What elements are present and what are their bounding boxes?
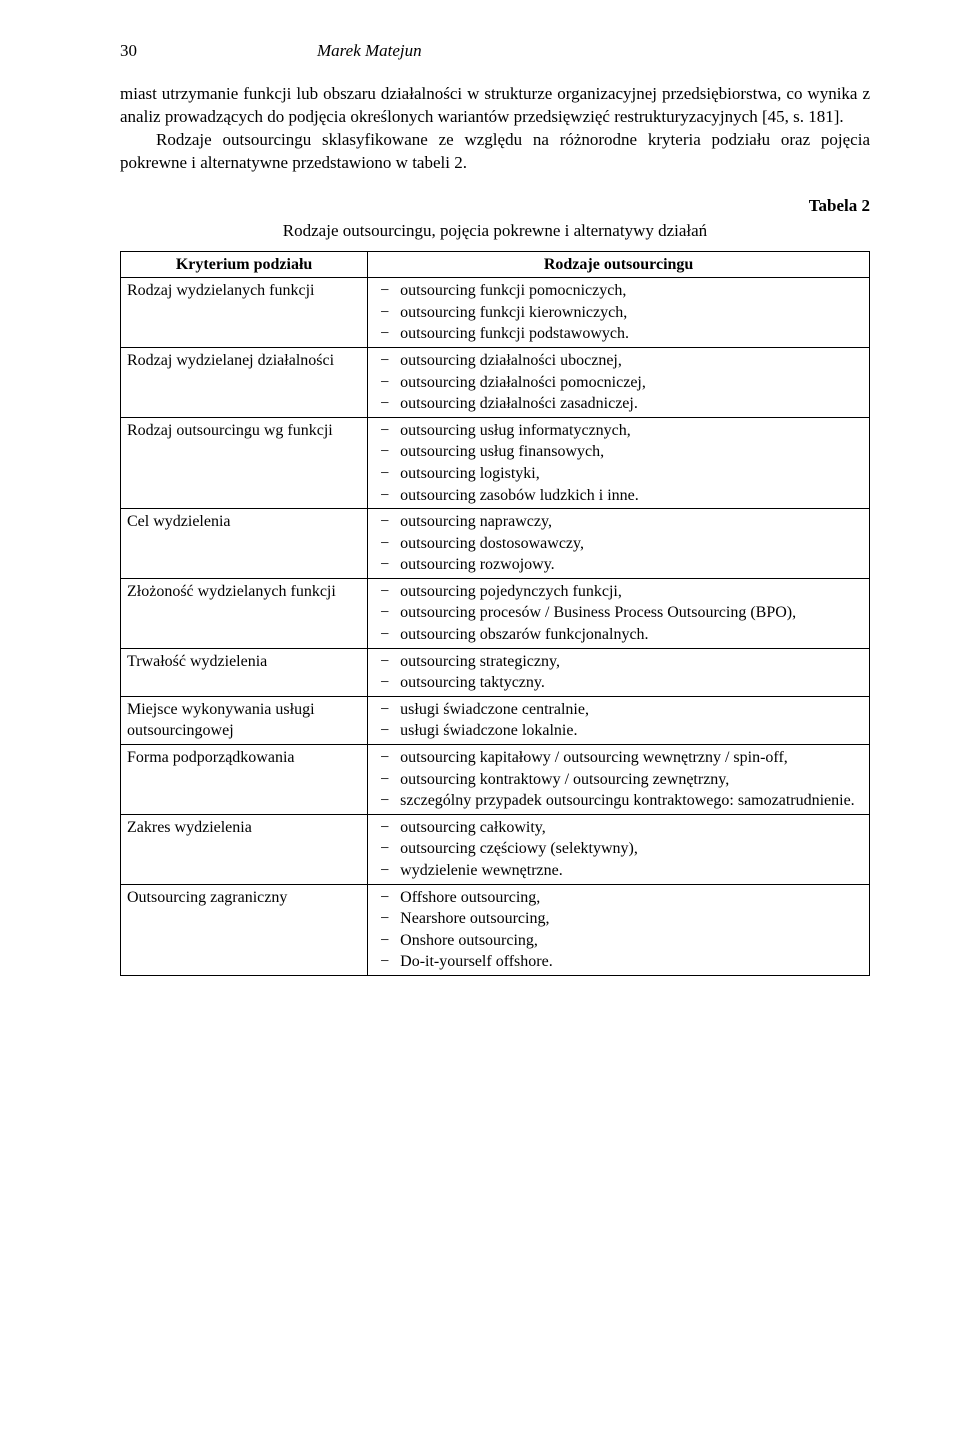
paragraph-part-1: miast utrzymanie funkcji lub obszaru dzi… [120, 84, 870, 126]
criterion-cell: Rodzaj outsourcingu wg funkcji [121, 417, 368, 508]
types-list: outsourcing usług informatycznych,outsou… [374, 420, 863, 506]
types-list: outsourcing działalności ubocznej,outsou… [374, 350, 863, 415]
types-cell: outsourcing funkcji pomocniczych,outsour… [368, 278, 870, 348]
list-item: outsourcing taktyczny. [374, 672, 863, 694]
list-item: Onshore outsourcing, [374, 930, 863, 952]
body-paragraph: miast utrzymanie funkcji lub obszaru dzi… [120, 83, 870, 175]
table-header-row: Kryterium podziału Rodzaje outsourcingu [121, 251, 870, 278]
list-item: usługi świadczone centralnie, [374, 699, 863, 721]
criterion-cell: Zakres wydzielenia [121, 814, 368, 884]
list-item: outsourcing dostosowawczy, [374, 533, 863, 555]
list-item: outsourcing usług informatycznych, [374, 420, 863, 442]
types-cell: Offshore outsourcing,Nearshore outsourci… [368, 884, 870, 975]
types-list: outsourcing strategiczny,outsourcing tak… [374, 651, 863, 694]
types-cell: outsourcing całkowity,outsourcing części… [368, 814, 870, 884]
list-item: outsourcing zasobów ludzkich i inne. [374, 485, 863, 507]
list-item: outsourcing obszarów funkcjonalnych. [374, 624, 863, 646]
criterion-cell: Cel wydzielenia [121, 509, 368, 579]
list-item: usługi świadczone lokalnie. [374, 720, 863, 742]
list-item: outsourcing pojedynczych funkcji, [374, 581, 863, 603]
types-list: outsourcing całkowity,outsourcing części… [374, 817, 863, 882]
table-row: Złożoność wydzielanych funkcjioutsourcin… [121, 578, 870, 648]
criterion-cell: Trwałość wydzielenia [121, 648, 368, 696]
list-item: Do-it-yourself offshore. [374, 951, 863, 973]
types-cell: usługi świadczone centralnie,usługi świa… [368, 696, 870, 744]
types-list: outsourcing funkcji pomocniczych,outsour… [374, 280, 863, 345]
types-cell: outsourcing naprawczy,outsourcing dostos… [368, 509, 870, 579]
list-item: outsourcing całkowity, [374, 817, 863, 839]
list-item: outsourcing logistyki, [374, 463, 863, 485]
header-criterion: Kryterium podziału [121, 251, 368, 278]
types-cell: outsourcing kapitałowy / outsourcing wew… [368, 745, 870, 815]
outsourcing-table: Kryterium podziału Rodzaje outsourcingu … [120, 251, 870, 976]
list-item: outsourcing funkcji pomocniczych, [374, 280, 863, 302]
page-number: 30 [120, 40, 137, 63]
table-row: Trwałość wydzieleniaoutsourcing strategi… [121, 648, 870, 696]
list-item: outsourcing kontraktowy / outsourcing ze… [374, 769, 863, 791]
list-item: outsourcing kapitałowy / outsourcing wew… [374, 747, 863, 769]
list-item: outsourcing działalności ubocznej, [374, 350, 863, 372]
types-cell: outsourcing pojedynczych funkcji,outsour… [368, 578, 870, 648]
types-cell: outsourcing działalności ubocznej,outsou… [368, 347, 870, 417]
criterion-cell: Rodzaj wydzielanej działalności [121, 347, 368, 417]
criterion-cell: Forma podporządkowania [121, 745, 368, 815]
types-list: usługi świadczone centralnie,usługi świa… [374, 699, 863, 742]
table-row: Zakres wydzieleniaoutsourcing całkowity,… [121, 814, 870, 884]
list-item: outsourcing strategiczny, [374, 651, 863, 673]
list-item: outsourcing funkcji kierowniczych, [374, 302, 863, 324]
list-item: outsourcing rozwojowy. [374, 554, 863, 576]
types-list: outsourcing kapitałowy / outsourcing wew… [374, 747, 863, 812]
table-row: Outsourcing zagranicznyOffshore outsourc… [121, 884, 870, 975]
author-name: Marek Matejun [317, 40, 422, 63]
list-item: Offshore outsourcing, [374, 887, 863, 909]
table-row: Miejsce wykonywania usługi outsourcingow… [121, 696, 870, 744]
list-item: wydzielenie wewnętrzne. [374, 860, 863, 882]
table-row: Rodzaj wydzielanych funkcjioutsourcing f… [121, 278, 870, 348]
list-item: outsourcing działalności zasadniczej. [374, 393, 863, 415]
table-row: Rodzaj wydzielanej działalnościoutsourci… [121, 347, 870, 417]
types-list: outsourcing pojedynczych funkcji,outsour… [374, 581, 863, 646]
list-item: outsourcing działalności pomocniczej, [374, 372, 863, 394]
list-item: outsourcing usług finansowych, [374, 441, 863, 463]
criterion-cell: Outsourcing zagraniczny [121, 884, 368, 975]
list-item: outsourcing naprawczy, [374, 511, 863, 533]
list-item: outsourcing procesów / Business Process … [374, 602, 863, 624]
types-cell: outsourcing usług informatycznych,outsou… [368, 417, 870, 508]
criterion-cell: Rodzaj wydzielanych funkcji [121, 278, 368, 348]
table-caption: Rodzaje outsourcingu, pojęcia pokrewne i… [120, 220, 870, 243]
list-item: Nearshore outsourcing, [374, 908, 863, 930]
table-row: Rodzaj outsourcingu wg funkcjioutsourcin… [121, 417, 870, 508]
list-item: outsourcing funkcji podstawowych. [374, 323, 863, 345]
criterion-cell: Złożoność wydzielanych funkcji [121, 578, 368, 648]
types-list: Offshore outsourcing,Nearshore outsourci… [374, 887, 863, 973]
paragraph-part-2: Rodzaje outsourcingu sklasyfikowane ze w… [120, 130, 870, 172]
table-label: Tabela 2 [120, 195, 870, 218]
list-item: szczególny przypadek outsourcingu kontra… [374, 790, 863, 812]
page-header: 30 Marek Matejun [120, 40, 870, 63]
table-row: Cel wydzieleniaoutsourcing naprawczy,out… [121, 509, 870, 579]
types-list: outsourcing naprawczy,outsourcing dostos… [374, 511, 863, 576]
list-item: outsourcing częściowy (selektywny), [374, 838, 863, 860]
table-row: Forma podporządkowania outsourcing kapita… [121, 745, 870, 815]
types-cell: outsourcing strategiczny,outsourcing tak… [368, 648, 870, 696]
header-types: Rodzaje outsourcingu [368, 251, 870, 278]
criterion-cell: Miejsce wykonywania usługi outsourcingow… [121, 696, 368, 744]
